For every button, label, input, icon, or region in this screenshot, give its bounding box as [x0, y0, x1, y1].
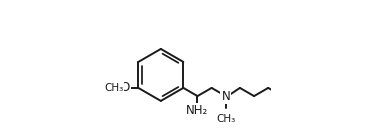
Text: CH₃: CH₃	[104, 83, 123, 93]
Text: N: N	[221, 90, 230, 103]
Text: NH₂: NH₂	[187, 104, 209, 117]
Text: CH₃: CH₃	[216, 114, 235, 124]
Text: O: O	[120, 81, 130, 94]
